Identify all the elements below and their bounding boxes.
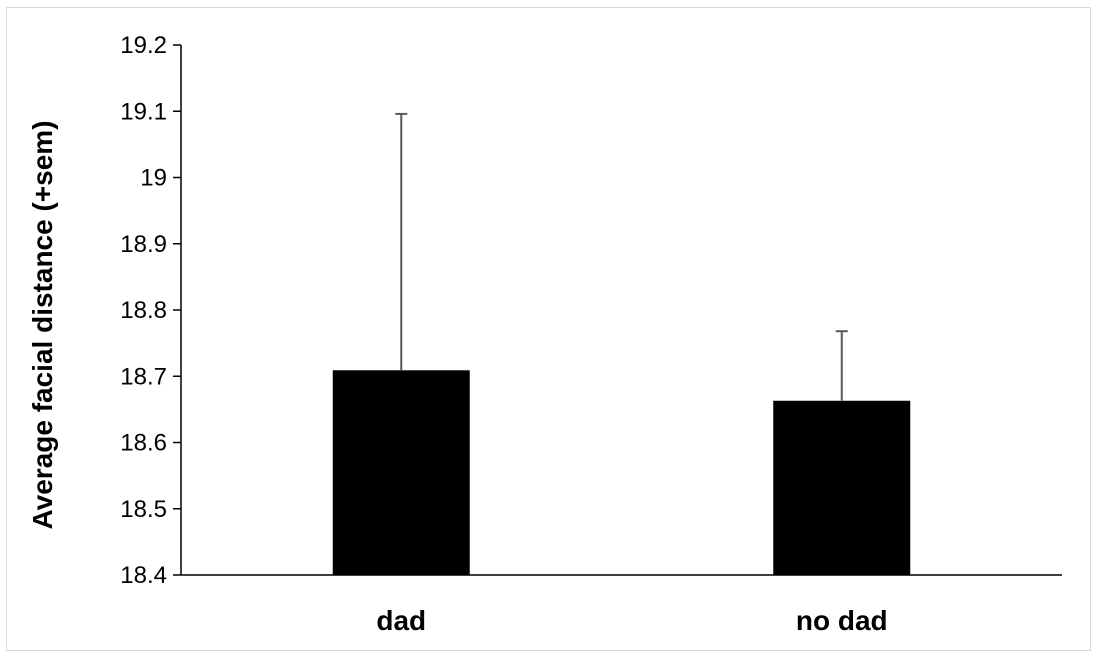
error-bars xyxy=(395,112,848,401)
y-tick-label: 18.4 xyxy=(120,562,167,589)
y-tick-label: 18.6 xyxy=(120,430,167,457)
y-tick-label: 19.1 xyxy=(120,98,167,125)
y-tick-label: 18.8 xyxy=(120,297,167,324)
y-tick-label: 19 xyxy=(140,165,167,192)
axes xyxy=(180,45,1062,576)
y-ticks: 18.4 18.5 18.6 18.7 18.8 18.9 19 19.1 19.2 xyxy=(120,32,181,589)
y-tick-label: 18.5 xyxy=(120,496,167,523)
y-tick-label: 19.2 xyxy=(120,32,167,59)
bar-no-dad xyxy=(773,400,911,575)
category-labels: dad no dad xyxy=(376,605,887,636)
y-tick-label: 18.9 xyxy=(120,231,167,258)
bar-dad xyxy=(332,370,470,575)
bars xyxy=(332,370,911,575)
x-category-label: dad xyxy=(376,605,426,636)
y-tick-label: 18.7 xyxy=(120,363,167,390)
y-axis-title-group: Average facial distance (+sem) xyxy=(27,120,58,529)
y-axis-title: Average facial distance (+sem) xyxy=(27,120,58,529)
x-category-label: no dad xyxy=(796,605,888,636)
